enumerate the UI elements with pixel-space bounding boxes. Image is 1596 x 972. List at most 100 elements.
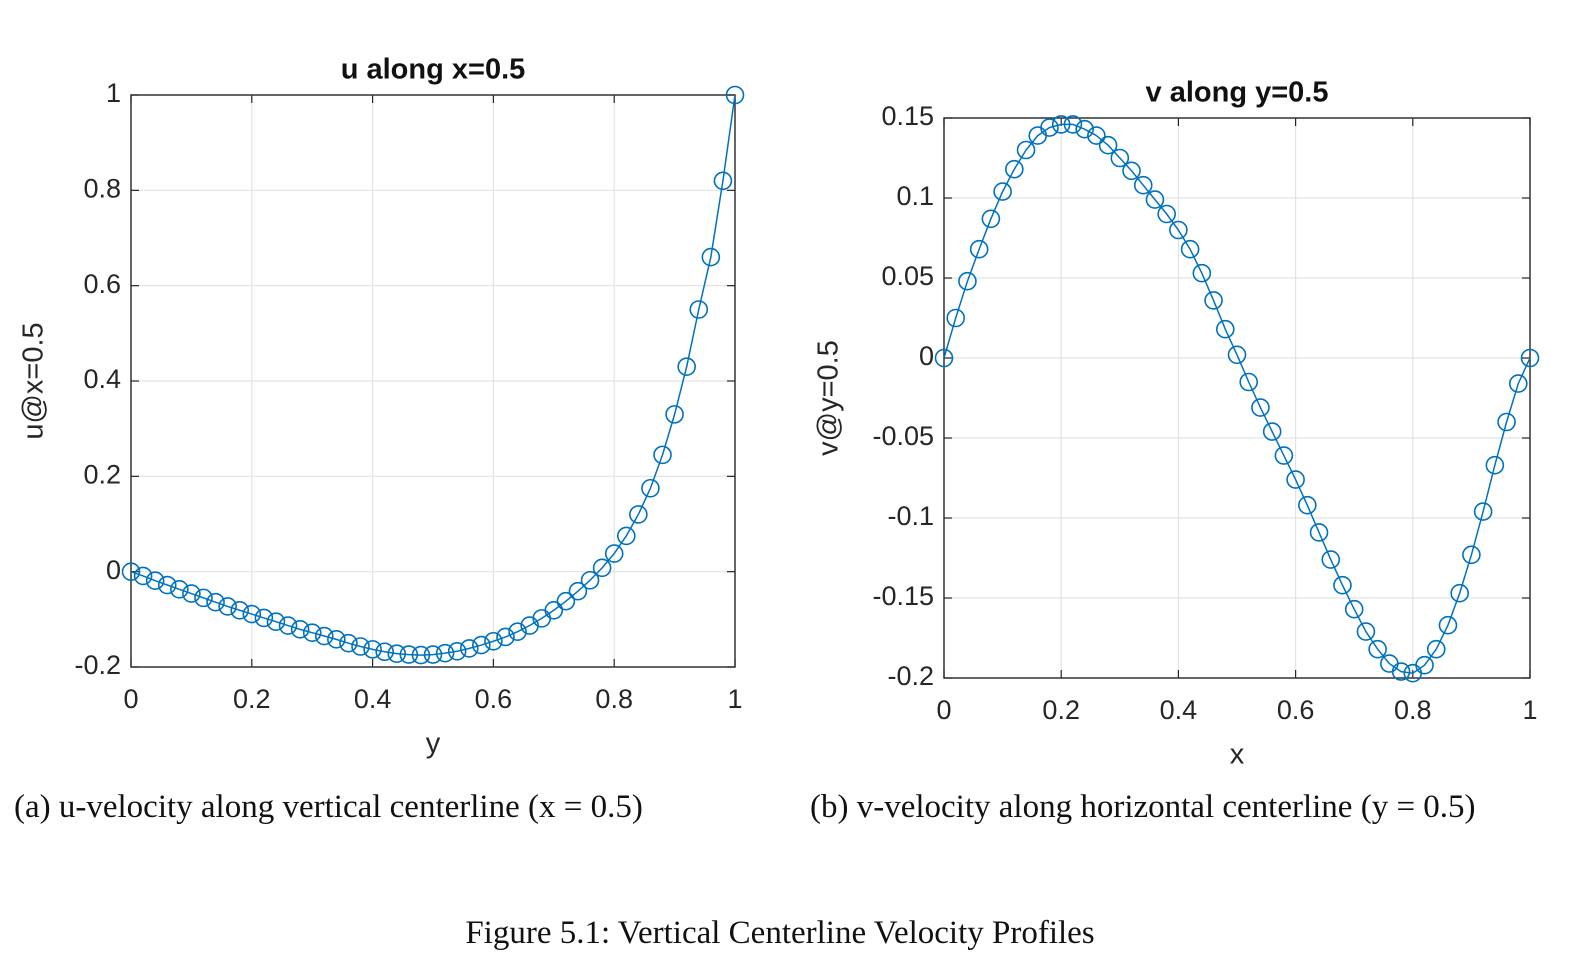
y-tick-label: -0.15	[872, 581, 934, 611]
data-point	[604, 544, 624, 563]
data-point	[121, 562, 141, 581]
data-point	[242, 604, 262, 624]
data-point	[496, 627, 515, 647]
data-point	[580, 570, 600, 590]
x-tick-label: 0.8	[595, 684, 633, 714]
figure-caption: Figure 5.1: Vertical Centerline Velocity…	[465, 915, 1095, 951]
data-point	[254, 608, 274, 628]
data-point	[969, 239, 989, 259]
data-point	[701, 247, 721, 267]
data-point	[946, 308, 966, 328]
x-tick-label: 1	[727, 684, 742, 714]
y-axis-label: u@x=0.5	[18, 322, 50, 439]
data-point	[314, 626, 334, 646]
data-point	[399, 645, 419, 664]
data-point	[1180, 239, 1200, 259]
x-tick-label: 1	[1522, 695, 1537, 725]
plot-frame	[943, 117, 1531, 679]
y-tick-label: -0.2	[74, 650, 121, 680]
data-point	[958, 271, 977, 291]
y-axis-label: v@y=0.5	[813, 340, 845, 456]
data-point	[689, 300, 709, 319]
data-point	[665, 405, 684, 424]
data-point	[1239, 372, 1259, 392]
data-point	[1309, 523, 1329, 542]
data-point	[351, 637, 370, 656]
data-point	[1426, 639, 1446, 659]
x-tick-label: 0.2	[1042, 695, 1080, 725]
data-line	[943, 123, 1531, 674]
x-tick-label: 0	[936, 695, 951, 725]
data-point	[230, 600, 250, 620]
data-point	[484, 631, 503, 651]
data-point	[459, 639, 479, 658]
data-point	[1286, 470, 1305, 489]
data-point	[1087, 126, 1106, 145]
data-point	[1098, 135, 1118, 155]
data-point	[1016, 140, 1036, 160]
data-point	[1298, 495, 1317, 515]
data-point	[435, 643, 455, 663]
y-tick-label: -0.2	[887, 661, 934, 691]
data-point	[592, 558, 612, 578]
y-tick-label: 0	[919, 341, 934, 371]
plot-frame	[130, 94, 736, 668]
data-point	[641, 478, 660, 498]
data-point	[1508, 374, 1528, 393]
data-point	[1122, 161, 1141, 181]
data-point	[1520, 348, 1540, 368]
x-tick-label: 0.6	[1277, 695, 1315, 725]
data-point	[616, 526, 636, 546]
x-tick-label: 0	[123, 684, 138, 714]
data-point	[327, 630, 346, 649]
data-point	[290, 620, 310, 639]
y-tick-label: -0.05	[872, 421, 934, 451]
data-point	[206, 592, 225, 612]
data-point	[1157, 204, 1176, 224]
data-point	[447, 641, 467, 661]
x-tick-label: 0.4	[1160, 695, 1198, 725]
y-tick-label: -0.1	[887, 501, 934, 531]
data-point	[302, 623, 322, 642]
y-tick-label: 0	[106, 555, 121, 585]
x-tick-label: 0.2	[233, 684, 271, 714]
data-point	[145, 571, 165, 591]
data-point	[1321, 550, 1341, 569]
data-point	[1192, 263, 1212, 283]
y-tick-label: 1	[106, 78, 121, 108]
data-point	[423, 645, 443, 664]
data-point	[1274, 446, 1294, 465]
data-point	[1040, 118, 1059, 137]
data-point	[629, 505, 648, 524]
data-point	[157, 575, 177, 595]
caption-b: (b) v-velocity along horizontal centerli…	[810, 789, 1476, 825]
x-tick-label: 0.6	[475, 684, 513, 714]
y-tick-label: 0.4	[83, 364, 121, 394]
data-point	[375, 642, 394, 662]
data-point	[472, 635, 491, 655]
y-tick-label: 0.15	[881, 101, 934, 131]
y-tick-label: 0.2	[83, 459, 121, 489]
y-tick-label: 0.6	[83, 269, 121, 299]
data-point	[1356, 622, 1376, 641]
y-tick-label: 0.05	[881, 261, 934, 291]
data-point	[266, 612, 286, 632]
data-point	[1251, 398, 1270, 417]
data-point	[1169, 220, 1188, 240]
data-point	[1368, 639, 1387, 659]
data-point	[1497, 412, 1516, 432]
data-point	[363, 640, 382, 659]
data-point	[1473, 502, 1493, 521]
data-point	[934, 348, 954, 368]
data-point	[1145, 190, 1165, 209]
data-point	[568, 581, 588, 601]
data-point	[1075, 119, 1094, 139]
data-point	[677, 357, 696, 377]
data-point	[508, 622, 527, 642]
x-tick-label: 0.8	[1394, 695, 1432, 725]
data-point	[1438, 615, 1458, 635]
data-point	[1391, 662, 1411, 681]
figure: 0 0.2 0.4 0.6 0.8 1-0.200.20.40.60.81u along …	[18, 54, 1540, 771]
data-point	[339, 633, 358, 653]
